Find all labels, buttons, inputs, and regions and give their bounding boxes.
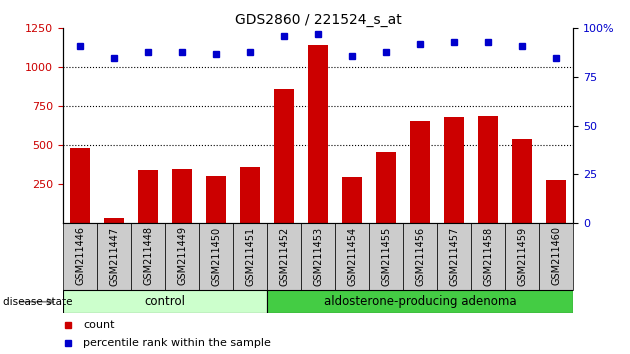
Bar [240,167,260,223]
Bar [138,170,158,223]
Text: GSM211459: GSM211459 [517,227,527,286]
Text: disease state: disease state [3,297,72,307]
Bar [70,148,90,223]
Text: control: control [144,295,186,308]
Bar [478,115,498,223]
Bar [403,223,437,290]
Bar [267,290,573,313]
Text: GSM211447: GSM211447 [109,227,119,286]
Bar [199,223,233,290]
Text: GSM211455: GSM211455 [381,227,391,286]
Bar [512,139,532,223]
Bar [342,177,362,223]
Text: GSM211446: GSM211446 [75,227,85,285]
Bar [97,223,131,290]
Bar [335,223,369,290]
Bar [63,223,97,290]
Text: GSM211449: GSM211449 [177,227,187,285]
Text: GSM211458: GSM211458 [483,227,493,286]
Bar [104,218,124,223]
Bar [308,45,328,223]
Bar [172,169,192,223]
Bar [274,89,294,223]
Bar [206,176,226,223]
Text: GSM211450: GSM211450 [211,227,221,286]
Bar [369,223,403,290]
Text: GSM211452: GSM211452 [279,227,289,286]
Bar [546,180,566,223]
Bar [267,223,301,290]
Bar [233,223,267,290]
Text: GSM211456: GSM211456 [415,227,425,286]
Text: GSM211454: GSM211454 [347,227,357,286]
Bar [376,152,396,223]
Bar [471,223,505,290]
Title: GDS2860 / 221524_s_at: GDS2860 / 221524_s_at [235,13,401,27]
Text: GSM211448: GSM211448 [143,227,153,285]
Text: count: count [83,320,115,330]
Bar [301,223,335,290]
Text: aldosterone-producing adenoma: aldosterone-producing adenoma [324,295,517,308]
Bar [444,117,464,223]
Text: GSM211453: GSM211453 [313,227,323,286]
Text: GSM211451: GSM211451 [245,227,255,286]
Bar [131,223,165,290]
Bar [437,223,471,290]
Text: percentile rank within the sample: percentile rank within the sample [83,338,272,348]
Bar [165,223,199,290]
Bar [410,121,430,223]
Text: GSM211460: GSM211460 [551,227,561,285]
Bar [539,223,573,290]
Bar [505,223,539,290]
Text: GSM211457: GSM211457 [449,227,459,286]
Bar [63,290,267,313]
